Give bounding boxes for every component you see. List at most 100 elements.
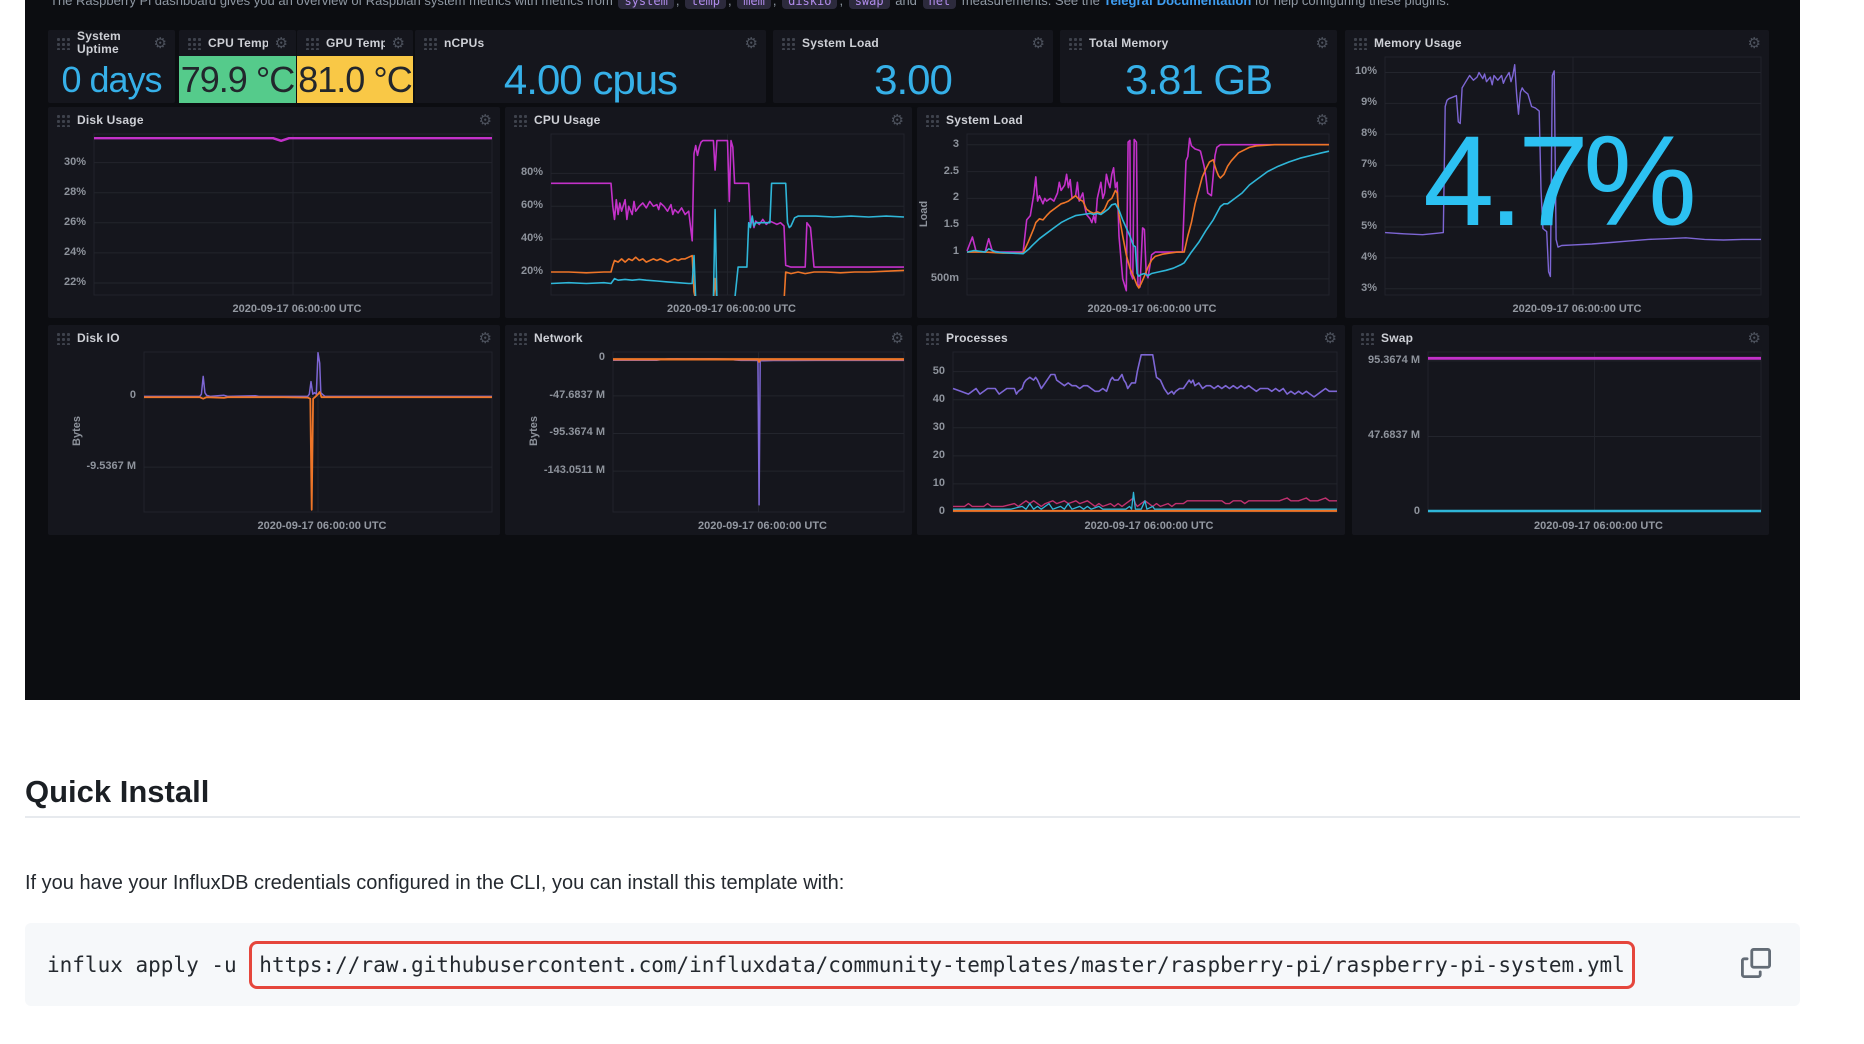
gear-icon[interactable]: ⚙ <box>153 33 167 52</box>
y-axis-tick: 30% <box>63 155 86 168</box>
gear-icon[interactable]: ⚙ <box>1747 33 1761 52</box>
y-axis-tick: 80% <box>520 166 543 179</box>
panel-title: System Load <box>802 36 879 50</box>
copy-button[interactable] <box>1740 947 1772 979</box>
drag-handle-icon[interactable] <box>305 36 319 50</box>
y-axis-title: Bytes <box>70 416 83 446</box>
y-axis-tick: -95.3674 M <box>549 426 605 439</box>
drag-handle-icon[interactable] <box>513 113 527 127</box>
panel-title: CPU Usage <box>534 113 601 127</box>
x-axis-label: 2020-09-17 06:00:00 UTC <box>1533 520 1664 532</box>
drag-handle-icon[interactable] <box>1360 331 1374 345</box>
annotation-box: https://raw.githubusercontent.com/influx… <box>249 940 1635 989</box>
gear-icon[interactable]: ⚙ <box>1031 33 1045 52</box>
drag-handle-icon[interactable] <box>925 331 939 345</box>
stat-value: 79.9 °C <box>179 56 296 103</box>
code-line: influx apply -u https://raw.githubuserco… <box>47 940 1635 989</box>
panel-memory-usage: Memory Usage ⚙ 10% 9% 8% 7% 6% 5% 4% 3% 4.7% 20… <box>1345 30 1769 318</box>
panel-system-load-chart: System Load ⚙ 3 2.5 2 1.5 1 500m Load 2020-09-… <box>917 107 1337 318</box>
intro-paragraph: If you have your InfluxDB credentials co… <box>25 872 845 894</box>
y-axis-tick: -9.5367 M <box>86 460 136 473</box>
y-axis-tick: 95.3674 M <box>1368 353 1420 366</box>
y-axis-tick: 3 <box>952 137 959 150</box>
drag-handle-icon[interactable] <box>423 36 437 50</box>
panel-cpu-usage: CPU Usage ⚙ 80% 60% 40% 20% 2020-09-17 06:0… <box>505 107 912 318</box>
y-axis-title: Load <box>918 200 931 227</box>
telegraf-docs-link[interactable]: Telegraf Documentation <box>1103 0 1252 8</box>
y-axis-tick: 40 <box>932 392 945 405</box>
inline-code-chip: temp <box>685 0 726 9</box>
x-axis-label: 2020-09-17 06:00:00 UTC <box>1087 303 1217 315</box>
gear-icon[interactable]: ⚙ <box>478 110 492 129</box>
heading-divider <box>25 816 1800 818</box>
gear-icon[interactable]: ⚙ <box>1323 328 1337 347</box>
drag-handle-icon[interactable] <box>1068 36 1082 50</box>
disk-usage-chart[interactable]: 30% 28% 26% 24% 22% <box>48 133 500 296</box>
gear-icon[interactable]: ⚙ <box>890 110 904 129</box>
y-axis-tick: 50 <box>932 364 945 377</box>
y-axis-tick: 0 <box>938 505 945 517</box>
panel-title: Swap <box>1381 331 1414 345</box>
gear-icon[interactable]: ⚙ <box>1315 33 1329 52</box>
panel-title: System Uptime <box>77 30 121 56</box>
drag-handle-icon[interactable] <box>781 36 795 50</box>
inline-code-chip: mem <box>737 0 771 9</box>
gear-icon[interactable]: ⚙ <box>744 33 758 52</box>
stat-value: 3.00 <box>874 55 953 103</box>
code-block: influx apply -u https://raw.githubuserco… <box>25 923 1800 1006</box>
x-axis-label: 2020-09-17 06:00:00 UTC <box>697 520 828 532</box>
inline-code-chip: net <box>922 0 957 9</box>
memory-usage-chart[interactable]: 10% 9% 8% 7% 6% 5% 4% 3% <box>1345 56 1769 296</box>
panel-total-memory: Total Memory ⚙ 3.81 GB <box>1060 30 1337 103</box>
y-axis-tick: 40% <box>520 232 543 245</box>
code-url: https://raw.githubusercontent.com/influx… <box>259 952 1625 977</box>
y-axis-tick: 2 <box>952 191 959 204</box>
drag-handle-icon[interactable] <box>513 331 527 345</box>
y-axis-tick: 0 <box>129 389 136 402</box>
drag-handle-icon[interactable] <box>56 113 70 127</box>
stat-value: 81.0 °C <box>297 56 413 103</box>
drag-handle-icon[interactable] <box>1353 36 1367 50</box>
y-axis-tick: 20% <box>520 265 543 277</box>
panel-title: Memory Usage <box>1374 36 1462 50</box>
inline-code-chip: diskio <box>782 0 838 9</box>
page-title: Quick Install <box>25 773 210 809</box>
gear-icon[interactable]: ⚙ <box>1315 110 1329 129</box>
panel-disk-usage: Disk Usage ⚙ 30% 28% 26% 24% 22% 2020-09-17 … <box>48 107 500 318</box>
panel-title: Network <box>534 331 583 345</box>
y-axis-tick: 47.6837 M <box>1368 429 1420 442</box>
stat-value: 0 days <box>61 58 162 100</box>
panel-title: nCPUs <box>444 36 485 50</box>
y-axis-tick: 7% <box>1361 158 1377 171</box>
stat-value: 3.81 GB <box>1124 55 1273 103</box>
network-chart[interactable]: 0 -47.6837 M -95.3674 M -143.0511 M Bytes <box>505 351 912 513</box>
panel-title: Total Memory <box>1089 36 1169 50</box>
y-axis-tick: 0 <box>1413 505 1420 517</box>
system-load-chart[interactable]: 3 2.5 2 1.5 1 500m Load <box>917 133 1337 296</box>
processes-chart[interactable]: 50 40 30 20 10 0 <box>917 351 1345 517</box>
gear-icon[interactable]: ⚙ <box>391 33 405 52</box>
drag-handle-icon[interactable] <box>56 331 70 345</box>
gear-icon[interactable]: ⚙ <box>1747 328 1761 347</box>
cpu-usage-chart[interactable]: 80% 60% 40% 20% <box>505 133 912 296</box>
gear-icon[interactable]: ⚙ <box>274 33 288 52</box>
swap-chart[interactable]: 95.3674 M 47.6837 M 0 <box>1352 351 1769 517</box>
gear-icon[interactable]: ⚙ <box>890 328 904 347</box>
y-axis-tick: 500m <box>930 271 959 284</box>
y-axis-tick: 1.5 <box>943 218 959 231</box>
y-axis-tick: 6% <box>1361 189 1377 202</box>
copy-icon <box>1741 948 1771 978</box>
x-axis-label: 2020-09-17 06:00:00 UTC <box>1084 520 1214 532</box>
gear-icon[interactable]: ⚙ <box>478 328 492 347</box>
panel-network: Network ⚙ 0 -47.6837 M -95.3674 M -143.0511… <box>505 325 912 535</box>
y-axis-tick: 9% <box>1361 96 1377 109</box>
disk-io-chart[interactable]: 0 -9.5367 M Bytes <box>48 351 500 513</box>
drag-handle-icon[interactable] <box>56 36 70 50</box>
drag-handle-icon[interactable] <box>187 36 201 50</box>
panel-title: CPU Temp <box>208 36 268 50</box>
drag-handle-icon[interactable] <box>925 113 939 127</box>
code-prefix: influx apply -u <box>47 952 250 977</box>
panel-system-load-stat: System Load ⚙ 3.00 <box>773 30 1053 103</box>
y-axis-tick: 26% <box>63 215 86 228</box>
y-axis-tick: 10 <box>932 476 945 489</box>
